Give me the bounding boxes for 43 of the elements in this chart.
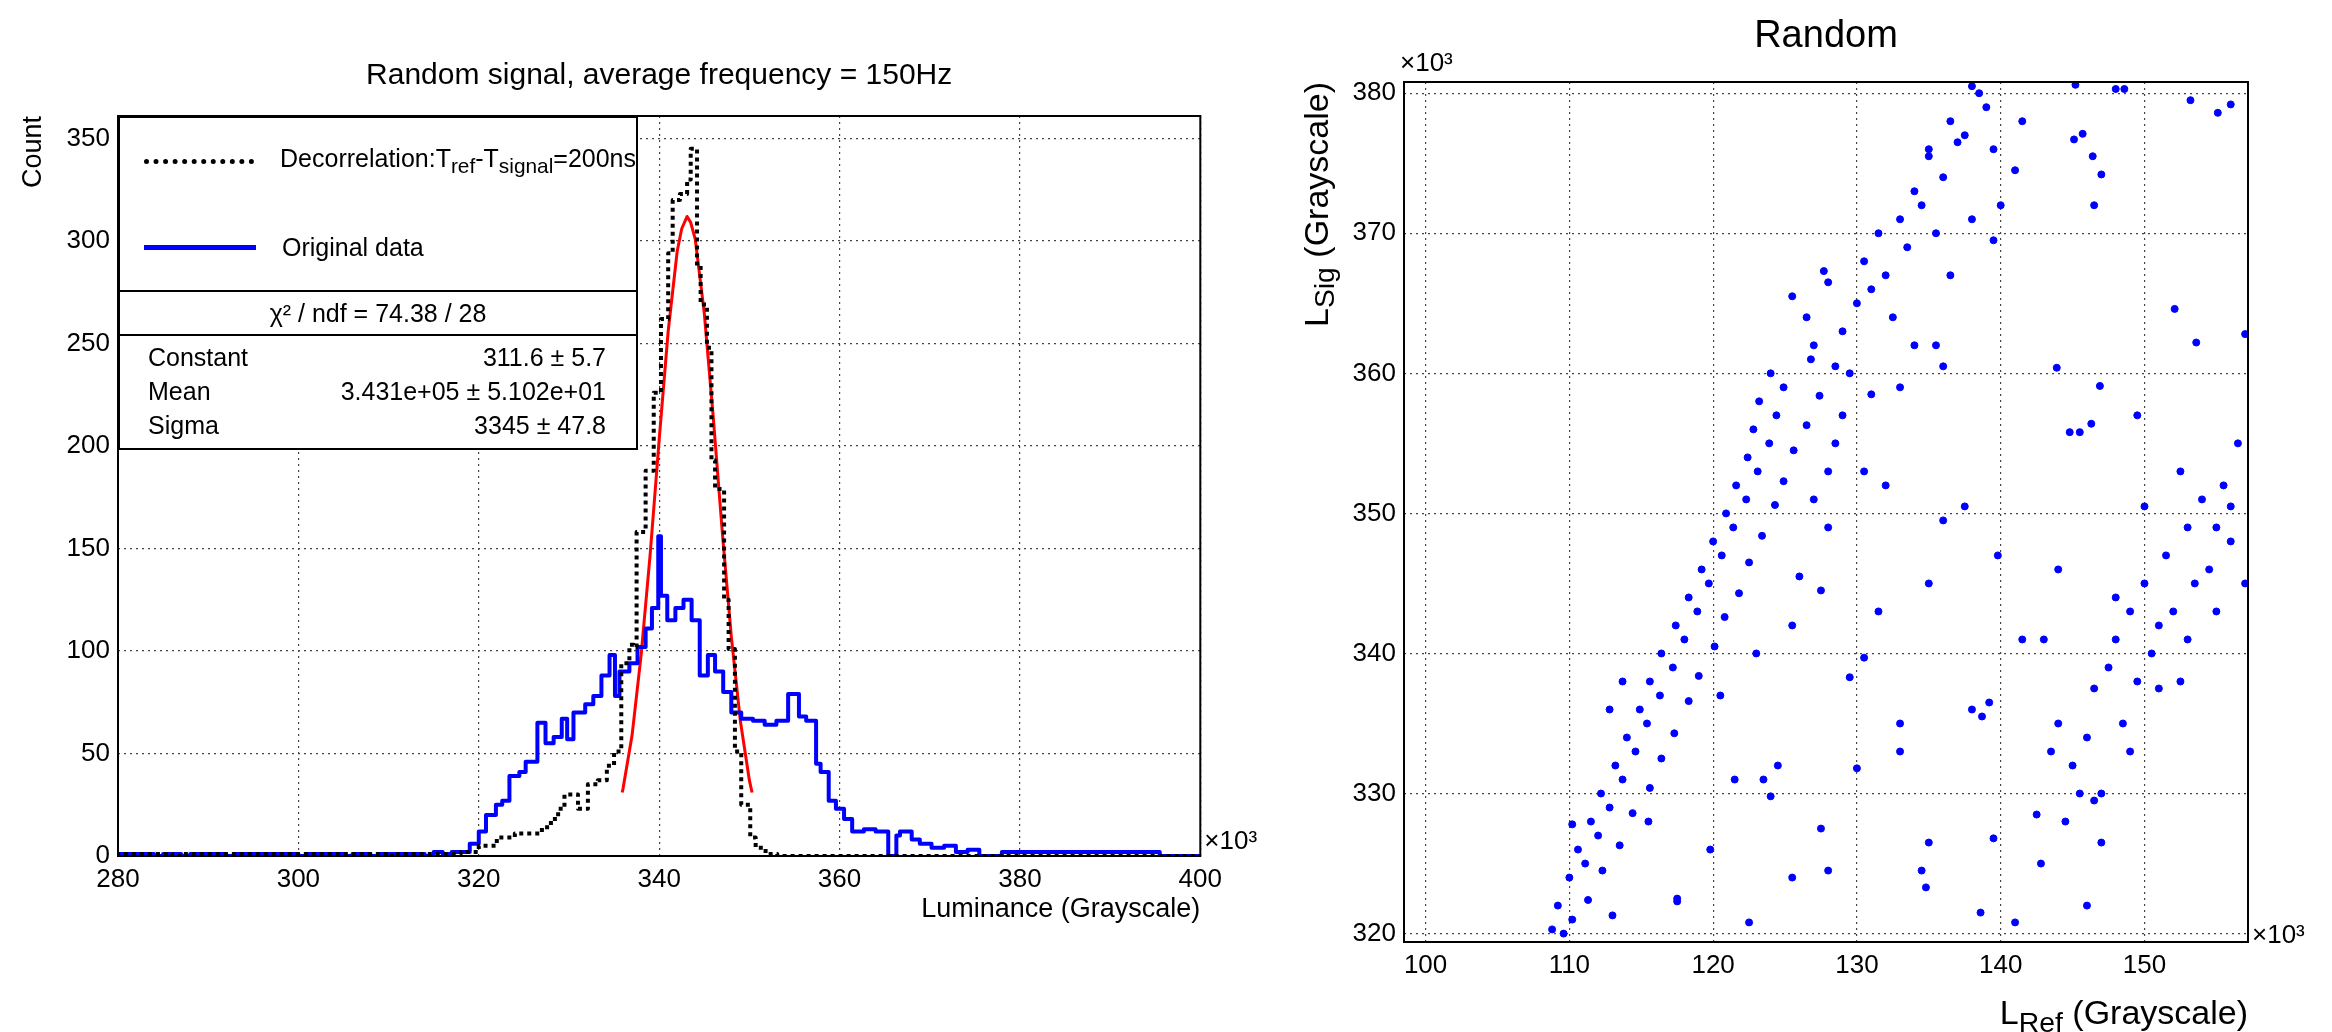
annotation: 311.6 ± 5.7 — [482, 342, 606, 373]
y-tick-label: 150 — [66, 531, 110, 562]
y-tick-label: 350 — [66, 121, 110, 152]
x-tick-label: 340 — [637, 862, 681, 893]
x-tick-label: 150 — [2122, 948, 2167, 979]
x-tick-label: 110 — [1548, 948, 1591, 979]
x-tick-label: 120 — [1691, 948, 1735, 979]
chart-title: Random signal, average frequency = 150Hz — [366, 57, 953, 90]
legend-label: Original data — [282, 232, 424, 262]
y-tick-label: 300 — [66, 224, 110, 255]
annotation: 3345 ± 47.8 — [474, 410, 606, 441]
legend-label: Decorrelation:T$_{ref}$-T$_{signal}$=200ns — [280, 144, 636, 178]
y-tick-label: 100 — [66, 634, 110, 665]
y-tick-label: 340 — [1352, 636, 1396, 667]
y-tick-label: 360 — [1352, 356, 1396, 387]
x-tick-label: 360 — [817, 862, 862, 893]
text: ×10³ — [2252, 919, 2305, 949]
x-tick-label: 400 — [1178, 862, 1223, 893]
annotation: Mean — [148, 376, 211, 407]
x-tick-label: 130 — [1835, 948, 1879, 979]
y-tick-label: 50 — [81, 736, 110, 767]
annotation: Sigma — [148, 410, 219, 441]
x-axis-title: Luminance (Grayscale) — [921, 893, 1201, 924]
text: ×10³ — [1204, 825, 1258, 855]
y-axis-title: Count — [17, 116, 48, 189]
annotation: 3.431e+05 ± 5.102e+01 — [340, 376, 606, 407]
x-tick-label: 140 — [1979, 948, 2023, 979]
x-tick-label: 300 — [276, 862, 321, 893]
y-tick-label: 200 — [66, 429, 110, 460]
annotation: χ² / ndf = 74.38 / 28 — [120, 292, 636, 336]
chart-title: Random — [1754, 13, 1898, 56]
x-axis-title: L$_{Ref}$ (Grayscale) — [1999, 993, 2248, 1032]
x-tick-label: 320 — [457, 862, 501, 893]
y-tick-label: 250 — [66, 326, 110, 357]
x-tick-label: 100 — [1403, 948, 1448, 979]
y-tick-label: 330 — [1352, 776, 1396, 807]
y-tick-label: 380 — [1352, 76, 1396, 107]
text: ×10³ — [1400, 47, 1453, 77]
annotation: Constant — [148, 342, 249, 373]
y-tick-label: 320 — [1352, 916, 1396, 947]
y-tick-label: 370 — [1352, 216, 1396, 247]
y-tick-label: 350 — [1352, 496, 1396, 527]
x-tick-label: 380 — [998, 862, 1042, 893]
